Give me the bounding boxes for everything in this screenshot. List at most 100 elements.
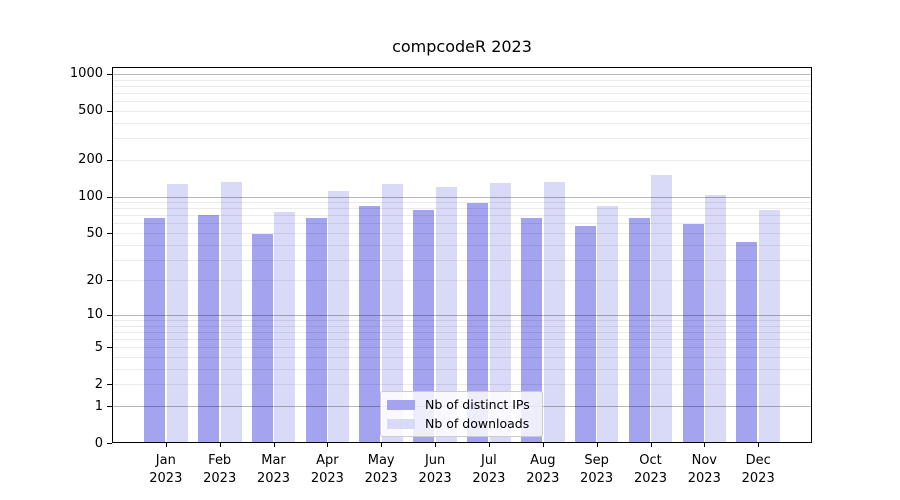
- gridline-800: [112, 85, 812, 87]
- x-tick-label-jan: Jan 2023: [149, 453, 183, 486]
- y-tick-label-200: 200: [78, 152, 103, 168]
- gridline-500: [112, 110, 812, 112]
- bar-downloads-nov: [705, 194, 727, 443]
- gridline-8: [112, 325, 812, 327]
- bar-distinct-ips-may: [359, 205, 381, 443]
- bar-distinct-ips-aug: [521, 218, 542, 443]
- y-tick-label-1: 1: [94, 398, 103, 414]
- x-tick-label-apr: Apr 2023: [310, 453, 344, 486]
- y-tick-label-10: 10: [86, 307, 103, 323]
- x-tick-label-oct: Oct 2023: [633, 453, 668, 486]
- gridline-200: [112, 159, 812, 161]
- gridline-1000: [112, 73, 812, 75]
- legend-label-downloads: Nb of downloads: [425, 416, 530, 431]
- x-tick-label-nov: Nov 2023: [687, 453, 721, 486]
- grid-layer: [112, 67, 812, 443]
- x-tick-label-jul: Jul 2023: [472, 453, 506, 486]
- x-tick-mark-may: [381, 443, 383, 447]
- gridline-4: [112, 357, 812, 358]
- legend-label-distinct-ips: Nb of distinct IPs: [425, 397, 530, 412]
- legend-swatch-downloads: [387, 418, 415, 429]
- y-tick-mark-0: [107, 443, 112, 444]
- bar-distinct-ips-apr: [305, 218, 327, 443]
- x-tick-mark-jul: [488, 443, 490, 447]
- bar-distinct-ips-mar: [251, 234, 273, 443]
- x-tick-label-sep: Sep 2023: [580, 453, 614, 486]
- gridline-3: [112, 368, 812, 370]
- x-tick-mark-feb: [219, 443, 221, 447]
- y-tick-mark-1: [107, 406, 112, 407]
- gridline-90: [112, 202, 812, 203]
- x-tick-mark-jan: [165, 443, 167, 447]
- x-tick-mark-nov: [704, 443, 706, 447]
- x-tick-label-mar: Mar 2023: [256, 453, 291, 486]
- gridline-700: [112, 93, 812, 94]
- x-tick-mark-mar: [273, 443, 275, 447]
- legend-swatch-distinct-ips: [387, 399, 415, 410]
- bar-distinct-ips-jun: [413, 209, 435, 443]
- y-tick-mark-10: [107, 314, 112, 316]
- bar-downloads-dec: [759, 209, 780, 443]
- x-tick-mark-aug: [542, 443, 544, 447]
- y-tick-label-1000: 1000: [69, 66, 103, 82]
- gridline-6: [112, 339, 812, 341]
- y-tick-mark-5: [107, 347, 112, 349]
- bar-distinct-ips-jul: [467, 203, 489, 443]
- legend-item-distinct-ips: Nb of distinct IPs: [383, 397, 540, 412]
- gridline-40: [112, 244, 812, 246]
- gridline-70: [112, 215, 812, 217]
- x-tick-mark-jun: [435, 443, 437, 447]
- legend: Nb of distinct IPs Nb of downloads: [380, 391, 543, 437]
- y-tick-mark-1000: [107, 73, 112, 75]
- y-tick-label-100: 100: [78, 189, 103, 204]
- bar-downloads-apr: [328, 190, 350, 443]
- gridline-300: [112, 138, 812, 140]
- y-tick-label-2: 2: [94, 376, 103, 392]
- bar-distinct-ips-sep: [574, 226, 596, 443]
- y-tick-label-50: 50: [86, 225, 103, 241]
- x-tick-label-may: May 2023: [364, 453, 398, 486]
- gridline-60: [112, 223, 812, 225]
- y-tick-mark-500: [107, 110, 112, 112]
- x-tick-label-dec: Dec 2023: [741, 453, 775, 486]
- gridline-10: [112, 314, 812, 316]
- bar-distinct-ips-nov: [682, 224, 704, 443]
- gridline-80: [112, 208, 812, 210]
- bar-distinct-ips-dec: [736, 242, 758, 443]
- x-tick-mark-dec: [758, 443, 760, 447]
- bar-downloads-mar: [274, 211, 296, 443]
- plot-area: Nb of distinct IPs Nb of downloads: [112, 67, 812, 443]
- gridline-30: [112, 259, 812, 261]
- y-tick-label-0: 0: [94, 435, 103, 451]
- x-tick-mark-oct: [650, 443, 652, 447]
- y-tick-label-5: 5: [94, 339, 103, 355]
- bar-downloads-may: [382, 183, 403, 443]
- gridline-100: [112, 196, 812, 198]
- bar-downloads-feb: [220, 181, 242, 443]
- x-tick-label-aug: Aug 2023: [526, 453, 560, 486]
- bar-distinct-ips-feb: [197, 215, 219, 443]
- bar-distinct-ips-jan: [144, 218, 165, 443]
- gridline-600: [112, 101, 812, 103]
- gridline-400: [112, 122, 812, 124]
- gridline-2: [112, 384, 812, 386]
- bar-downloads-aug: [543, 181, 565, 443]
- bar-downloads-sep: [597, 205, 619, 443]
- bar-downloads-jul: [489, 183, 511, 443]
- y-tick-mark-2: [107, 384, 112, 386]
- y-tick-label-500: 500: [78, 103, 103, 119]
- x-tick-label-jun: Jun 2023: [418, 453, 452, 486]
- legend-item-downloads: Nb of downloads: [383, 416, 540, 431]
- chart-title: compcodeR 2023: [392, 37, 532, 56]
- gridline-9: [112, 320, 812, 321]
- y-tick-mark-100: [107, 196, 112, 198]
- x-tick-label-feb: Feb 2023: [203, 453, 237, 486]
- plot-border: [112, 67, 812, 443]
- bar-downloads-jan: [166, 183, 188, 443]
- x-tick-mark-apr: [327, 443, 329, 447]
- gridline-900: [112, 79, 812, 81]
- y-tick-label-20: 20: [86, 272, 103, 288]
- x-tick-mark-sep: [596, 443, 598, 447]
- bar-distinct-ips-oct: [628, 217, 650, 443]
